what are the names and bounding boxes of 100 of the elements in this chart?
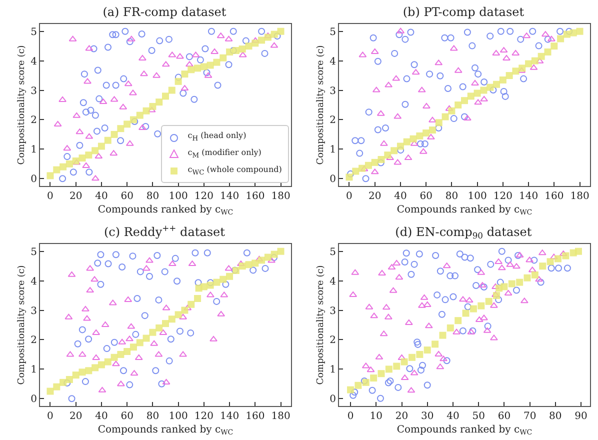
point <box>502 54 510 60</box>
point <box>445 105 454 111</box>
point <box>378 270 386 276</box>
point <box>161 268 168 276</box>
point <box>179 314 187 320</box>
point <box>274 32 281 40</box>
point <box>388 264 396 270</box>
point <box>213 58 220 66</box>
point <box>546 258 554 266</box>
point <box>167 336 174 343</box>
point <box>156 98 163 106</box>
point <box>504 290 512 296</box>
point <box>222 280 230 288</box>
point <box>134 354 143 360</box>
point <box>392 260 401 266</box>
point <box>97 251 104 258</box>
point <box>450 293 457 300</box>
point <box>91 175 100 181</box>
y-tick-label: 5 <box>30 246 37 258</box>
point <box>124 348 131 356</box>
y-tick-label: 0 <box>30 174 37 186</box>
point <box>428 116 436 122</box>
point <box>459 296 467 302</box>
x-tick-label: 10 <box>370 411 383 422</box>
point <box>464 28 471 36</box>
point <box>520 75 528 82</box>
legend-label: c$_{WC}$ (whole compound) <box>188 164 282 178</box>
point <box>396 31 403 38</box>
point <box>90 276 99 282</box>
point <box>436 268 444 275</box>
point <box>58 96 66 102</box>
point <box>420 294 428 300</box>
point <box>498 264 506 270</box>
point <box>162 378 170 384</box>
y-tick-label: 2 <box>30 115 37 126</box>
point <box>563 30 570 38</box>
point <box>78 326 86 334</box>
point <box>537 278 544 286</box>
point <box>85 152 92 159</box>
point <box>94 260 102 267</box>
x-tick-label: 120 <box>493 191 512 202</box>
point <box>220 276 227 283</box>
point <box>268 257 276 263</box>
point <box>92 147 99 154</box>
point <box>499 76 506 84</box>
x-tick-label: 100 <box>168 411 188 422</box>
point <box>84 78 92 84</box>
point <box>226 48 234 56</box>
point <box>556 28 564 35</box>
point <box>98 361 105 368</box>
point <box>261 50 268 57</box>
point <box>416 140 424 148</box>
point <box>270 250 278 258</box>
point <box>250 266 257 274</box>
point <box>204 72 212 78</box>
point <box>102 82 110 89</box>
point <box>465 297 474 303</box>
point <box>432 340 439 348</box>
point <box>70 168 77 176</box>
y-tick-label: 4 <box>330 56 336 68</box>
point <box>557 35 564 42</box>
point <box>118 338 126 344</box>
point <box>110 96 118 102</box>
y-tick-label: 5 <box>330 26 336 38</box>
point <box>474 90 481 97</box>
point <box>352 168 360 175</box>
point <box>181 306 188 314</box>
point <box>168 260 176 266</box>
point <box>382 304 390 310</box>
point <box>526 256 534 262</box>
point <box>410 370 418 376</box>
point <box>97 280 104 288</box>
x-tick-label: 20 <box>395 411 408 422</box>
point <box>242 37 250 44</box>
point <box>154 130 162 138</box>
point <box>512 68 520 75</box>
point <box>122 28 129 35</box>
x-tick-label: 80 <box>445 191 458 202</box>
point <box>53 383 60 390</box>
point <box>528 266 536 272</box>
x-tick-label: 180 <box>271 411 290 422</box>
x-tick-label: 0 <box>47 191 54 202</box>
legend-label: c$_{M}$ (modifier only) <box>188 146 262 162</box>
point <box>459 327 466 334</box>
point <box>396 28 405 34</box>
x-tick-label: 120 <box>194 191 214 202</box>
point <box>419 148 428 154</box>
point <box>394 113 402 119</box>
point <box>421 140 428 148</box>
chart-title: (d) EN-comp$_{90}$ dataset <box>395 225 532 241</box>
point <box>380 140 388 146</box>
point <box>416 350 424 358</box>
point <box>538 52 545 60</box>
point <box>108 300 117 306</box>
point <box>506 72 513 80</box>
x-axis-title: Compounds ranked by c$_{WC}$ <box>396 204 532 217</box>
point <box>562 252 570 260</box>
x-tick-label: 180 <box>271 191 290 202</box>
point <box>512 50 520 56</box>
point <box>472 282 480 290</box>
